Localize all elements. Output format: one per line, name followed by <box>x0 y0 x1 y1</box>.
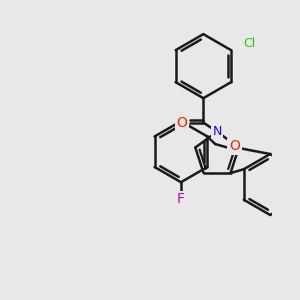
Text: N: N <box>231 141 240 154</box>
Text: O: O <box>177 116 188 130</box>
Text: Cl: Cl <box>243 37 255 50</box>
Text: F: F <box>177 192 185 206</box>
Text: N: N <box>212 125 222 138</box>
Text: O: O <box>229 140 240 153</box>
